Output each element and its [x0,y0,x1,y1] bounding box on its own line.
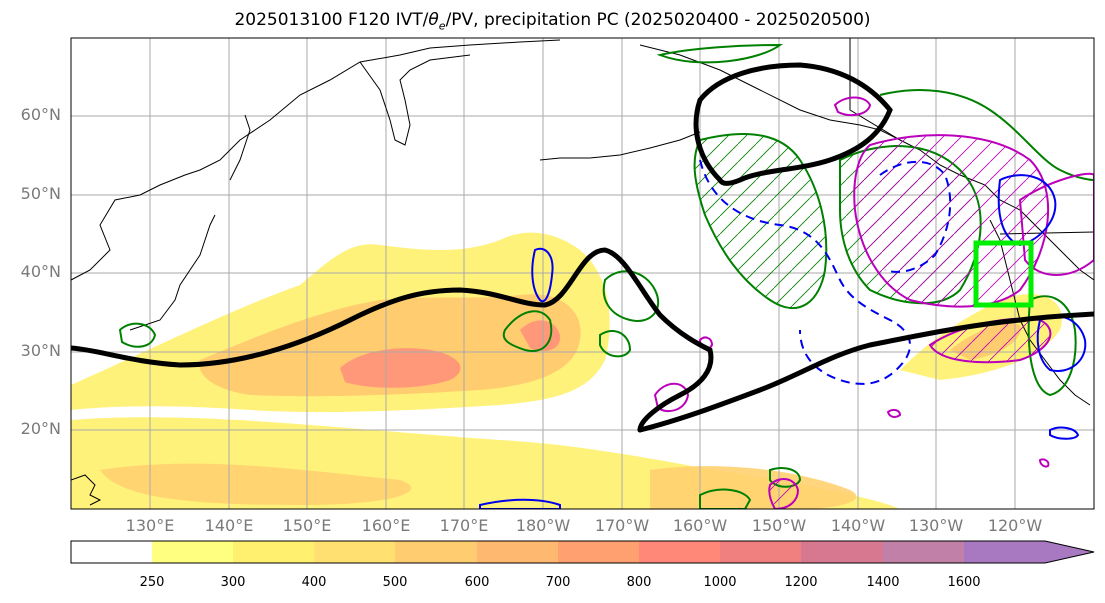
precip-magenta-160w [653,382,690,413]
coast-philippines [71,474,102,506]
map-title: 2025013100 F120 IVT/θe/PV, precipitation… [0,10,1105,32]
lon-label-130e: 130°E [125,516,175,535]
precip-magenta-alaska [833,96,872,117]
lat-label-20: 20°N [20,419,61,438]
precip-green-japan [118,322,157,348]
cb-label-800: 800 [626,575,652,590]
lon-label-140e: 140°E [204,516,254,535]
title-theta: θ [428,10,439,30]
precip-green-nalaska [656,43,784,64]
map-layers [71,38,1094,509]
lon-label-150w: 150°W [751,516,807,535]
cb-seg-6 [558,541,639,563]
lat-label-50: 50°N [20,184,61,203]
cb-label-1600: 1600 [947,575,981,590]
border-alaska [849,38,901,141]
coast-japan [129,214,216,331]
precip-green-coast [879,89,1094,181]
lon-label-160w: 160°W [672,516,728,535]
lat-label-40: 40°N [20,262,61,281]
cb-label-700: 700 [545,575,571,590]
cb-seg-3 [314,541,395,563]
pv-coast [997,174,1057,247]
map-frame [70,37,1095,510]
cb-label-600: 600 [464,575,490,590]
title-suffix: /PV, precipitation PC (2025020400 - 2025… [445,10,871,30]
theta-e-main [71,247,714,433]
pv-socal [1049,426,1080,440]
precip-green-south [599,330,632,358]
precip-magenta-small2 [886,408,902,418]
precip-magenta-east [1018,172,1094,276]
cb-label-250: 250 [139,575,165,590]
lon-label-150e: 150°E [282,516,332,535]
lon-label-170e: 170°E [439,516,489,535]
lon-label-180w: 180°W [515,516,571,535]
precip-green-181 [502,310,553,352]
cb-seg-2 [233,541,314,563]
cb-seg-4 [395,541,477,563]
ivt-plume-core [340,348,461,388]
cb-seg-9 [801,541,883,563]
theta-e-contour [71,62,1094,433]
pv-180 [531,247,554,303]
cb-seg-1 [152,541,233,563]
cb-label-500: 500 [382,575,408,590]
ivt-south-orange [100,463,412,505]
pv-sw [1036,315,1087,372]
precip-magenta-tropic [768,478,800,509]
ivt-tropical [650,466,857,509]
coast-sakhalin [229,114,251,181]
precip-green-tropic [699,488,752,509]
title-theta-sub: e [438,19,446,33]
cb-label-1400: 1400 [866,575,900,590]
lat-label-30: 30°N [20,341,61,360]
lon-label-170w: 170°W [594,516,650,535]
region-box [973,240,1034,308]
title-prefix: 2025013100 F120 IVT/ [234,10,429,30]
lon-label-160e: 160°E [361,516,411,535]
cb-extend-arrow [1045,541,1094,563]
cb-seg-11 [964,541,1045,563]
lat-label-60: 60°N [20,105,61,124]
coastlines [71,38,1094,506]
cb-label-1200: 1200 [784,575,818,590]
cb-seg-5 [477,541,558,563]
precip-magenta-small3 [1038,458,1050,468]
lon-label-130w: 130°W [908,516,964,535]
coast-asia [71,39,561,281]
ivt-plume-orange [199,294,581,397]
cb-seg-0 [71,541,152,563]
lon-label-120w: 120°W [987,516,1043,535]
precip-magenta-pnw [853,134,1050,308]
cb-seg-10 [883,541,964,563]
cb-label-1000: 1000 [703,575,737,590]
pv-contours [479,159,1087,509]
cb-seg-8 [720,541,801,563]
cb-label-300: 300 [220,575,246,590]
pv-dashed-pnw [879,160,952,273]
colorbar [70,540,1095,564]
cb-frame [70,540,1095,564]
precip-green-sw [1027,295,1077,397]
cb-label-400: 400 [301,575,327,590]
pv-tropic [479,498,561,509]
cb-seg-7 [639,541,720,563]
lon-label-140w: 140°W [830,516,886,535]
coast-kamchatka [359,54,471,146]
theta-e-alaska [693,62,893,186]
ivt-plume-core2 [520,320,561,352]
precip-magenta [653,96,1094,509]
coast-aleutians [539,131,701,161]
theta-e-return [637,311,1094,433]
